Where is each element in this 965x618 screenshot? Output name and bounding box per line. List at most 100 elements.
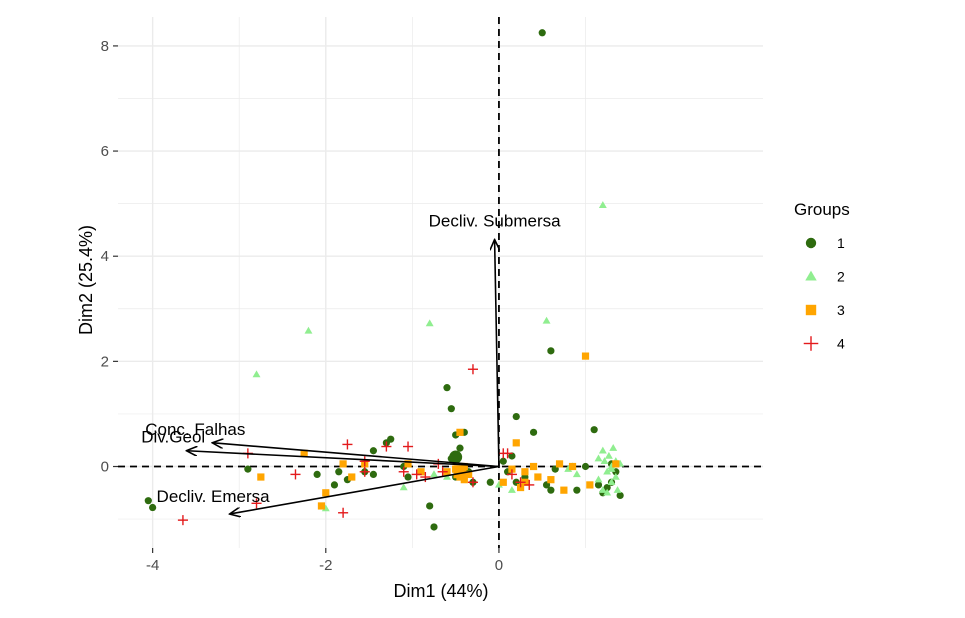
data-point-group-3 — [534, 473, 542, 481]
data-point-group-4 — [437, 466, 448, 477]
data-point-group-2 — [607, 478, 616, 486]
plot-panel — [118, 17, 763, 548]
data-point-group-3 — [529, 462, 538, 471]
x-tick-label: -4 — [146, 557, 159, 574]
data-point-group-3 — [339, 460, 347, 468]
data-point-group-1 — [430, 523, 438, 531]
data-point-group-1 — [486, 478, 494, 486]
data-point-group-4 — [467, 364, 479, 375]
data-point-group-1 — [447, 405, 455, 413]
data-point-group-4 — [342, 439, 353, 450]
data-point-group-1 — [456, 444, 464, 452]
data-point-group-1 — [581, 462, 590, 471]
data-point-group-3 — [512, 439, 520, 447]
data-point-group-2 — [598, 486, 607, 493]
x-tick-label: 0 — [495, 557, 503, 574]
data-point-group-4 — [411, 469, 422, 480]
data-point-group-4 — [359, 456, 370, 467]
data-point-group-2 — [430, 470, 438, 478]
data-point-group-3 — [322, 489, 330, 497]
vector-arrow — [495, 240, 499, 467]
data-point-group-1 — [144, 497, 152, 505]
centroid-group-1 — [449, 450, 463, 464]
data-point-group-1 — [244, 465, 252, 473]
x-tick-label: -2 — [319, 557, 332, 574]
data-point-group-1 — [538, 29, 546, 37]
data-point-group-1 — [603, 483, 611, 492]
data-point-group-1 — [426, 502, 434, 510]
legend-key-1 — [805, 237, 817, 249]
data-point-group-3 — [521, 468, 529, 476]
data-point-group-2 — [572, 470, 581, 478]
data-point-group-1 — [404, 473, 412, 481]
data-point-group-4 — [398, 466, 409, 477]
data-point-group-2 — [252, 370, 261, 378]
vector-label: Decliv. Emersa — [157, 487, 271, 506]
data-point-group-1 — [149, 503, 157, 512]
data-point-group-1 — [529, 428, 538, 436]
data-point-group-2 — [304, 326, 313, 334]
data-point-group-1 — [512, 412, 520, 421]
data-point-group-3 — [417, 468, 425, 476]
data-point-group-1 — [369, 470, 378, 478]
data-point-group-2 — [598, 446, 607, 454]
data-point-group-3 — [460, 476, 468, 484]
legend: Groups 1 2 3 4 — [794, 200, 850, 352]
data-point-group-3 — [612, 460, 620, 468]
data-point-group-2 — [594, 454, 603, 462]
y-tick-label: 2 — [101, 353, 109, 370]
data-point-group-4 — [506, 469, 517, 480]
data-point-group-1 — [313, 470, 321, 478]
y-tick-label: 8 — [101, 38, 109, 55]
data-point-group-3 — [560, 486, 568, 494]
legend-label: 1 — [837, 235, 845, 251]
data-point-group-1 — [443, 384, 451, 392]
y-tick-label: 0 — [101, 459, 109, 476]
zero-lines — [118, 17, 763, 548]
data-point-group-3 — [586, 481, 594, 489]
data-point-group-4 — [524, 479, 535, 490]
data-point-group-1 — [616, 491, 624, 500]
data-point-group-1 — [573, 486, 581, 494]
data-point-group-2 — [607, 465, 616, 472]
legend-key-2 — [805, 270, 817, 281]
legend-label: 4 — [837, 336, 845, 352]
vector-label: Div.Geol — [141, 428, 205, 447]
legend-label: 3 — [837, 302, 845, 318]
data-point-group-4 — [251, 498, 262, 509]
data-point-group-3 — [581, 352, 590, 360]
data-points — [144, 29, 625, 531]
data-point-group-2 — [494, 480, 503, 488]
data-point-group-4 — [381, 441, 392, 452]
data-point-group-1 — [590, 426, 598, 434]
data-point-group-2 — [603, 488, 612, 496]
axis-ticks: -4 -2 0 0 2 4 6 8 — [101, 38, 503, 574]
data-point-group-2 — [542, 316, 551, 324]
data-point-group-3 — [456, 428, 464, 436]
y-axis-title: Dim2 (25.4%) — [76, 225, 96, 335]
data-point-group-2 — [598, 201, 607, 208]
data-point-group-4 — [402, 441, 414, 452]
data-point-group-4 — [420, 471, 431, 483]
legend-key-3 — [805, 304, 817, 316]
x-axis-title: Dim1 (44%) — [393, 581, 488, 601]
data-point-group-2 — [425, 319, 434, 327]
data-point-group-4 — [359, 466, 370, 477]
y-tick-label: 4 — [101, 248, 109, 265]
data-point-group-3 — [516, 483, 525, 492]
data-point-group-4 — [290, 469, 301, 480]
y-tick-label: 6 — [101, 143, 109, 160]
data-point-group-4 — [467, 477, 479, 488]
legend-label: 2 — [837, 269, 845, 285]
data-point-group-1 — [547, 347, 555, 355]
data-point-group-2 — [507, 486, 516, 493]
data-point-group-1 — [387, 435, 395, 443]
data-point-group-3 — [465, 470, 473, 478]
legend-title: Groups — [794, 200, 850, 219]
data-point-group-2 — [321, 504, 330, 512]
vector-label: Conc. Falhas — [145, 420, 245, 439]
data-point-group-2 — [609, 444, 618, 451]
data-point-group-2 — [613, 486, 622, 493]
data-point-group-3 — [257, 473, 265, 481]
